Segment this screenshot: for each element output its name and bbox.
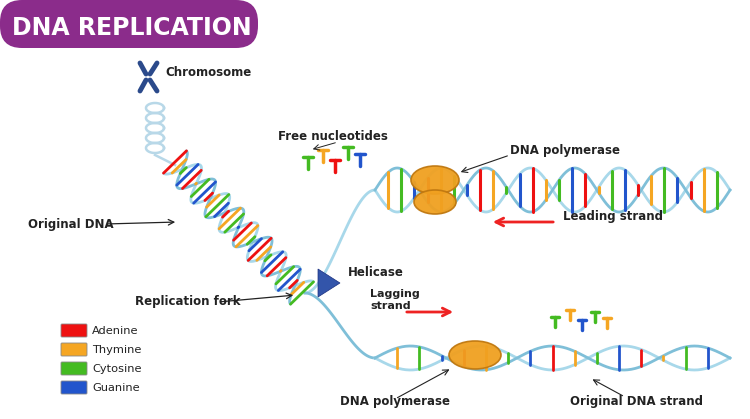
Text: Chromosome: Chromosome: [165, 65, 251, 78]
Text: Original DNA: Original DNA: [28, 217, 114, 230]
Text: Leading strand: Leading strand: [563, 210, 663, 222]
Text: Helicase: Helicase: [348, 266, 404, 279]
Text: Replication fork: Replication fork: [135, 295, 241, 308]
Text: Adenine: Adenine: [92, 326, 139, 336]
Text: DNA polymerase: DNA polymerase: [510, 143, 620, 157]
Polygon shape: [318, 269, 340, 297]
Text: Cytosine: Cytosine: [92, 364, 142, 374]
Text: DNA polymerase: DNA polymerase: [340, 396, 450, 409]
Text: Original DNA strand: Original DNA strand: [570, 396, 703, 409]
FancyBboxPatch shape: [61, 362, 87, 375]
Ellipse shape: [414, 190, 456, 214]
Ellipse shape: [411, 166, 459, 194]
Text: Guanine: Guanine: [92, 383, 140, 393]
FancyBboxPatch shape: [61, 343, 87, 356]
FancyBboxPatch shape: [61, 324, 87, 337]
Text: Free nucleotides: Free nucleotides: [278, 129, 388, 142]
Text: DNA REPLICATION: DNA REPLICATION: [12, 16, 251, 40]
FancyBboxPatch shape: [61, 381, 87, 394]
FancyBboxPatch shape: [0, 0, 258, 48]
Text: Thymine: Thymine: [92, 345, 141, 355]
Text: Lagging
strand: Lagging strand: [370, 289, 420, 311]
Ellipse shape: [449, 341, 501, 369]
